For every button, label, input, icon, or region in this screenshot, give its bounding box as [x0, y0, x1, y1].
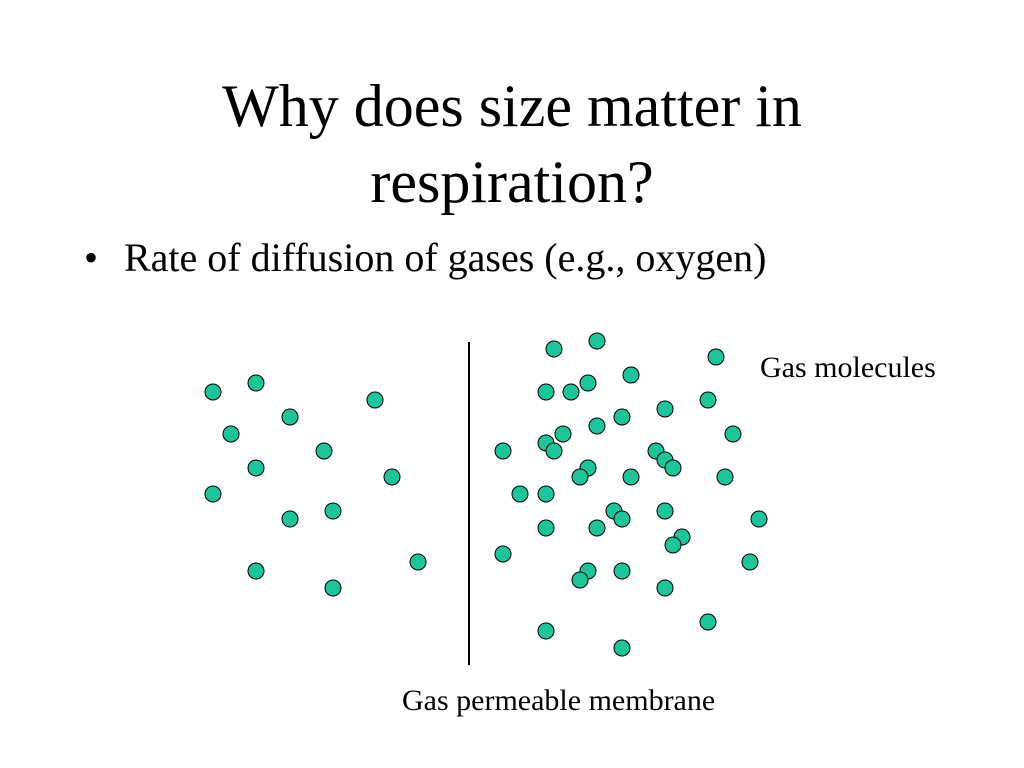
gas-molecule — [537, 383, 555, 401]
gas-molecule — [656, 579, 674, 597]
title-line-1: Why does size matter in — [222, 73, 802, 139]
gas-molecule — [222, 425, 240, 443]
gas-molecule — [324, 502, 342, 520]
gas-molecule — [664, 459, 682, 477]
gas-molecule — [537, 622, 555, 640]
gas-molecule — [724, 425, 742, 443]
gas-molecule — [613, 510, 631, 528]
gas-molecule — [571, 468, 589, 486]
gas-molecule — [741, 553, 759, 571]
gas-molecule — [247, 374, 265, 392]
gas-molecule — [204, 485, 222, 503]
gas-molecule — [562, 383, 580, 401]
gas-molecule — [545, 442, 563, 460]
gas-molecule — [613, 562, 631, 580]
bullet-marker: • — [84, 235, 99, 280]
gas-molecule — [494, 442, 512, 460]
gas-molecule — [204, 383, 222, 401]
gas-molecule — [622, 366, 640, 384]
gas-molecule — [707, 348, 725, 366]
gas-molecule — [699, 613, 717, 631]
gas-molecule — [588, 519, 606, 537]
bullet-item: • Rate of diffusion of gases (e.g., oxyg… — [84, 233, 766, 283]
gas-molecule — [750, 510, 768, 528]
gas-molecule — [281, 510, 299, 528]
gas-molecule — [511, 485, 529, 503]
gas-molecule — [613, 639, 631, 657]
gas-molecule — [588, 332, 606, 350]
gas-molecules-label: Gas molecules — [760, 351, 936, 384]
gas-molecule — [656, 400, 674, 418]
gas-molecule — [494, 545, 512, 563]
gas-molecule — [545, 340, 563, 358]
bullet-list: • Rate of diffusion of gases (e.g., oxyg… — [84, 233, 766, 283]
slide-title: Why does size matter in respiration? — [112, 68, 912, 220]
gas-molecule — [664, 536, 682, 554]
gas-molecule — [699, 391, 717, 409]
gas-molecule — [409, 553, 427, 571]
gas-molecule — [554, 425, 572, 443]
gas-molecule — [622, 468, 640, 486]
gas-molecule — [571, 571, 589, 589]
title-line-2: respiration? — [370, 149, 654, 215]
gas-molecule — [537, 519, 555, 537]
gas-molecule — [588, 417, 606, 435]
molecule-group — [204, 332, 768, 657]
gas-molecule — [281, 408, 299, 426]
gas-molecule — [579, 374, 597, 392]
gas-molecule — [324, 579, 342, 597]
gas-molecule — [656, 502, 674, 520]
gas-molecule — [247, 562, 265, 580]
gas-molecule — [383, 468, 401, 486]
bullet-text: Rate of diffusion of gases (e.g., oxygen… — [124, 235, 767, 280]
gas-molecule — [716, 468, 734, 486]
gas-molecule — [366, 391, 384, 409]
gas-molecule — [247, 459, 265, 477]
gas-molecule — [537, 485, 555, 503]
gas-molecule — [613, 408, 631, 426]
membrane-label: Gas permeable membrane — [402, 684, 716, 717]
gas-molecule — [315, 442, 333, 460]
